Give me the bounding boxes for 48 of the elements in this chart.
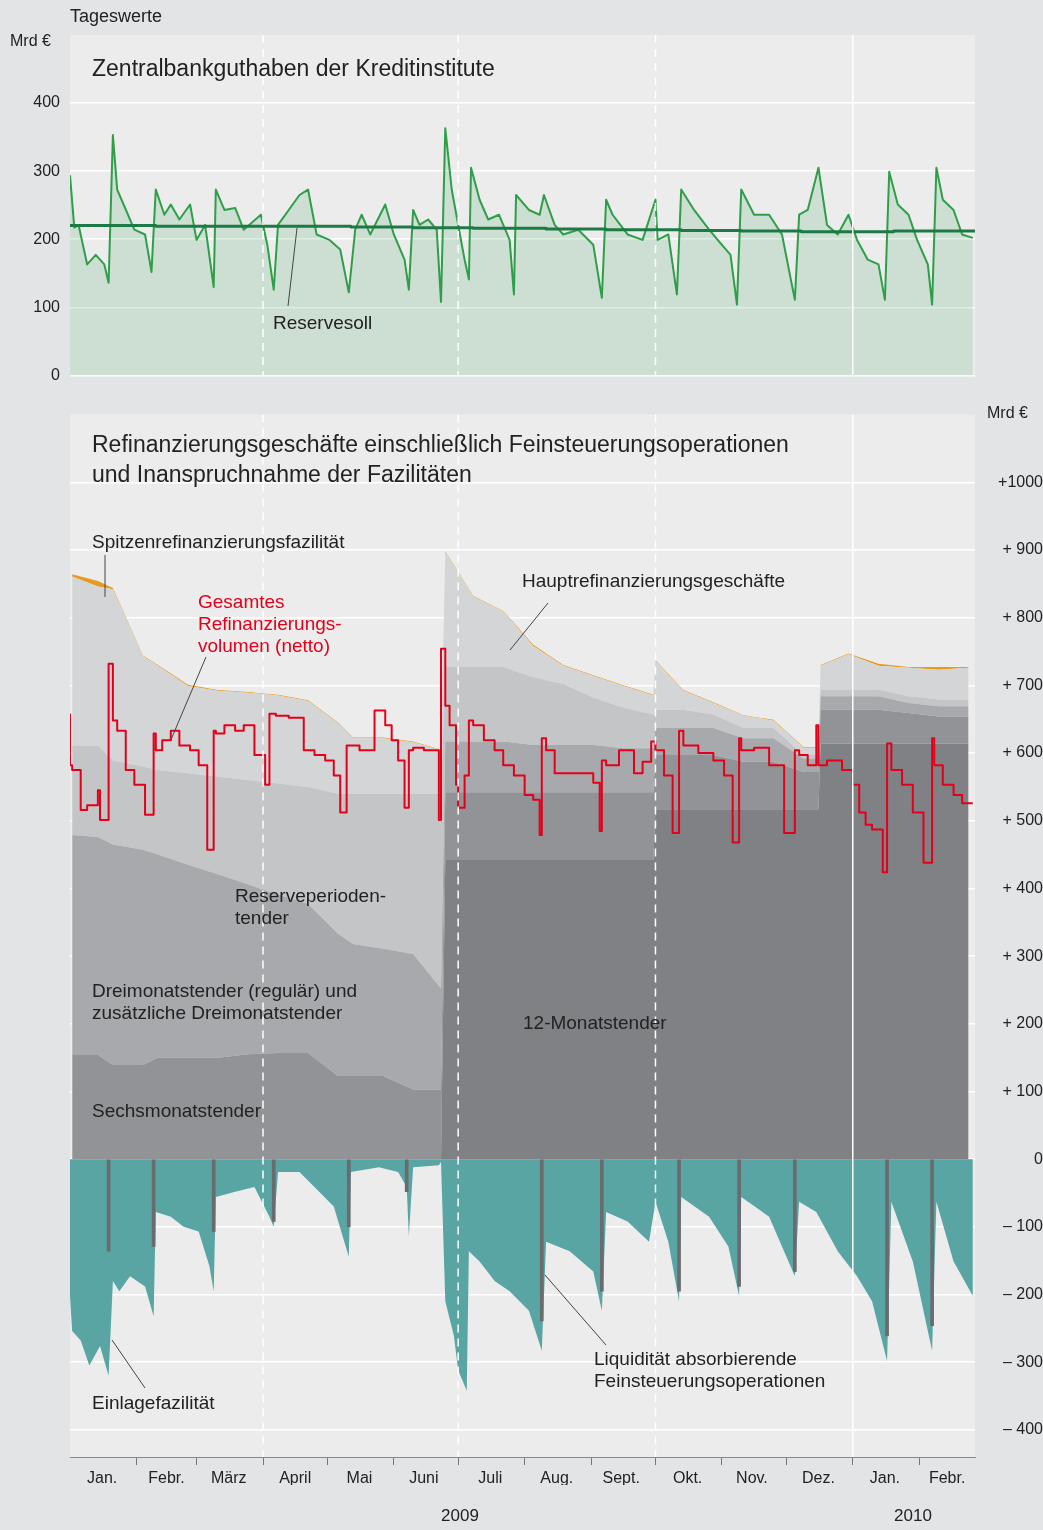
text: 2009 — [441, 1505, 479, 1525]
x-tick-label: Juli — [478, 1469, 503, 1487]
series-label: Einlagefazilität — [92, 1392, 216, 1414]
x-tick-label: Febr. — [928, 1469, 966, 1487]
y-axis-title: Mrd € — [10, 32, 51, 50]
y-tick-label: 200 — [33, 229, 61, 247]
y-tick-label: – 400 — [1002, 1420, 1043, 1438]
x-tick-label: Jan. — [87, 1469, 118, 1487]
series-label: Sechsmonatstender — [92, 1100, 262, 1122]
text: Refinanzierungsgeschäfte einschließlich Feinsteuerungsoperationen und Inanspruchnahme der Fazilitäten — [92, 431, 789, 488]
series-label: 12-Monatstender — [523, 1012, 668, 1034]
x-tick-label: Dez. — [801, 1469, 835, 1487]
chart-subtitle: Tageswerte — [70, 5, 163, 26]
series-label: Spitzenrefinanzierungsfazilität — [92, 531, 346, 553]
series-label: Reserveperioden-tender — [235, 885, 387, 929]
y-tick-label: + 700 — [1002, 675, 1043, 693]
y-tick-label: + 600 — [1002, 743, 1043, 761]
text: 2010 — [894, 1505, 932, 1525]
y-tick-label: + 900 — [1002, 540, 1043, 558]
y-tick-label: 300 — [33, 161, 61, 179]
x-tick-label: Juni — [409, 1469, 439, 1487]
x-tick-label: Okt. — [672, 1469, 703, 1487]
y-tick-label: 100 — [33, 297, 61, 315]
x-tick-label: Febr. — [148, 1469, 185, 1487]
y-tick-label: +1000 — [998, 472, 1043, 490]
y-tick-label: 400 — [33, 93, 61, 111]
y-tick-label: + 300 — [1002, 946, 1043, 964]
y-tick-label: 0 — [51, 365, 61, 383]
x-tick-label: Mai — [346, 1469, 373, 1487]
x-tick-label: Jan. — [869, 1469, 901, 1487]
y-tick-label: 0 — [1034, 1149, 1043, 1167]
series-label: Dreimonatstender (regulär) und zusätzliche Dreimonatstender — [92, 980, 358, 1024]
y-axis-title: Mrd € — [987, 404, 1028, 422]
y-tick-label: – 100 — [1002, 1217, 1043, 1235]
y-tick-label: + 800 — [1002, 608, 1043, 626]
text: Gesamtes Refinanzierungs-volumen (netto) — [198, 591, 342, 657]
x-tick-label: Nov. — [736, 1469, 768, 1487]
y-tick-label: – 300 — [1002, 1352, 1043, 1370]
y-tick-label: + 500 — [1002, 811, 1043, 829]
text: Zentralbankguthaben der Kreditinstitute — [92, 55, 495, 82]
text: Liquidität absorbierende Feinsteuerungsoperationen — [594, 1348, 826, 1392]
text: Reservesoll — [273, 312, 373, 334]
y-tick-label: + 200 — [1002, 1014, 1043, 1032]
y-tick-label: + 100 — [1002, 1081, 1043, 1099]
series-label: Hauptrefinanzierungsgeschäfte — [522, 570, 786, 592]
y-tick-label: – 200 — [1002, 1284, 1043, 1302]
x-tick-label: März — [210, 1469, 247, 1487]
y-tick-label: + 400 — [1002, 878, 1043, 896]
